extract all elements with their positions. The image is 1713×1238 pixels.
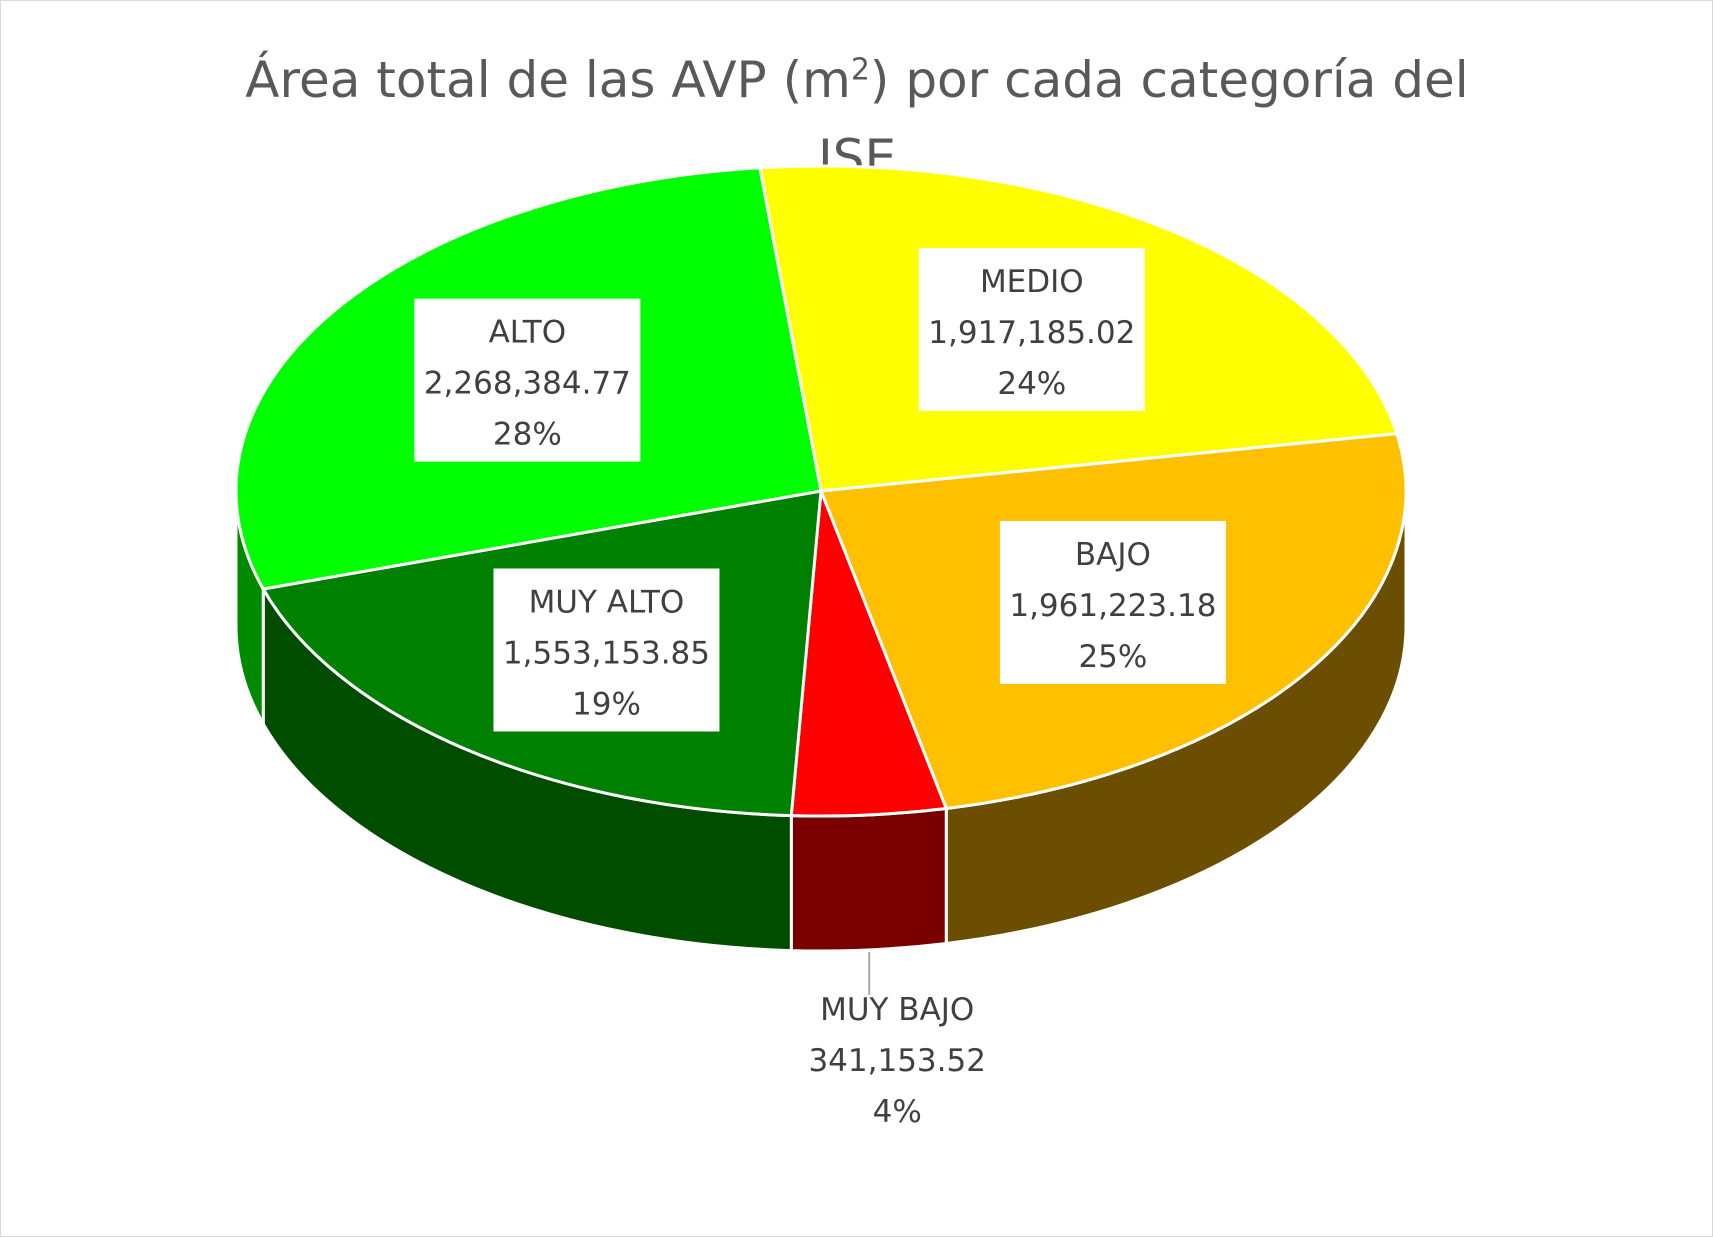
data-label-percent-alto: 28%: [493, 417, 562, 453]
pie-data-labels: MEDIO 1,917,185.02 24% BAJO 1,961,223.18 25% M…: [414, 247, 1226, 1130]
data-label-muy-bajo: MUY BAJO 341,153.52 4%: [808, 992, 986, 1130]
data-label-alto: ALTO 2,268,384.77 28%: [414, 298, 641, 462]
data-label-box-alto: [414, 298, 641, 462]
chart-title: Área total de las AVP (m2) por cada cate…: [157, 41, 1557, 197]
data-label-value-bajo: 1,961,223.18: [1009, 588, 1216, 624]
data-label-category-alto: ALTO: [489, 315, 567, 351]
data-label-percent-medio: 24%: [997, 366, 1066, 402]
data-label-value-muy-bajo: 341,153.52: [808, 1043, 986, 1079]
data-label-category-muy-alto: MUY ALTO: [529, 584, 685, 620]
data-label-percent-bajo: 25%: [1078, 639, 1147, 675]
data-label-category-muy-bajo: MUY BAJO: [820, 992, 974, 1028]
data-label-medio: MEDIO 1,917,185.02 24%: [918, 247, 1145, 411]
data-label-box-muy-alto: [493, 568, 720, 732]
data-label-value-medio: 1,917,185.02: [928, 315, 1135, 351]
data-label-value-alto: 2,268,384.77: [424, 366, 631, 402]
data-label-bajo: BAJO 1,961,223.18 25%: [999, 520, 1226, 684]
data-label-category-medio: MEDIO: [980, 264, 1084, 300]
pie-side-muy-bajo: [789, 806, 948, 953]
chart-title-prefix: Área total de las AVP (m: [245, 51, 851, 109]
pie-slices: [234, 164, 1408, 818]
data-label-value-muy-alto: 1,553,153.85: [503, 635, 710, 671]
chart-title-superscript: 2: [850, 52, 870, 88]
chart-title-suffix: ) por cada categoría del: [869, 51, 1469, 109]
data-label-box-medio: [918, 247, 1145, 411]
data-label-percent-muy-alto: 19%: [572, 686, 641, 722]
data-label-muy-alto: MUY ALTO 1,553,153.85 19%: [493, 568, 720, 732]
data-label-category-bajo: BAJO: [1075, 537, 1151, 573]
data-label-percent-muy-bajo: 4%: [873, 1094, 922, 1130]
data-label-box-bajo: [999, 520, 1226, 684]
